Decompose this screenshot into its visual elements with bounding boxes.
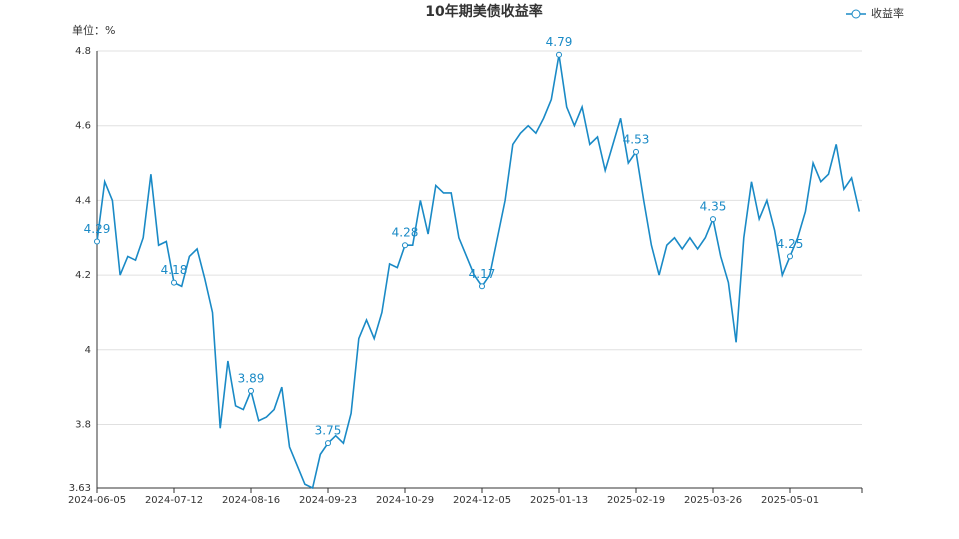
chart-title: 10年期美债收益率 [425,3,542,20]
mark-point [402,242,408,249]
y-tick-label: 4.4 [75,195,91,206]
y-tick-label: 3.63 [69,483,91,494]
mark-label: 3.75 [315,424,342,438]
mark-label: 4.53 [623,132,650,146]
mark-point [248,387,254,394]
unit-label: 单位：% [72,23,115,37]
mark-label: 4.25 [777,237,804,251]
mark-point [479,283,485,290]
x-tick-label: 2024-07-12 [145,495,203,506]
legend-label: 收益率 [871,6,904,20]
x-tick-label: 2024-09-23 [299,495,357,506]
mark-label: 4.17 [469,267,496,281]
x-tick-label: 2025-03-26 [684,495,742,506]
x-tick-label: 2025-01-13 [530,495,588,506]
x-tick-label: 2025-02-19 [607,495,665,506]
mark-label: 3.89 [238,371,265,385]
mark-point [94,238,100,245]
x-tick-label: 2025-05-01 [761,495,819,506]
mark-point [633,148,639,155]
mark-point [325,440,331,447]
mark-point [171,279,177,286]
mark-label: 4.28 [392,226,419,240]
mark-point [710,216,716,223]
mark-point [556,51,562,58]
mark-label: 4.29 [84,222,111,236]
y-tick-label: 4 [85,345,91,356]
line-series [96,54,861,490]
legend-icon [851,9,861,19]
mark-label: 4.79 [546,35,573,49]
x-tick-label: 2024-12-05 [453,495,511,506]
x-tick-label: 2024-06-05 [68,495,126,506]
y-tick-label: 4.2 [75,270,91,281]
mark-label: 4.18 [161,263,188,277]
mark-point [787,253,793,260]
x-tick-label: 2024-10-29 [376,495,434,506]
y-tick-label: 4.6 [75,121,91,132]
y-tick-label: 4.8 [75,46,91,57]
mark-label: 4.35 [700,200,727,214]
y-tick-label: 3.8 [75,420,91,431]
x-tick-label: 2024-08-16 [222,495,280,506]
